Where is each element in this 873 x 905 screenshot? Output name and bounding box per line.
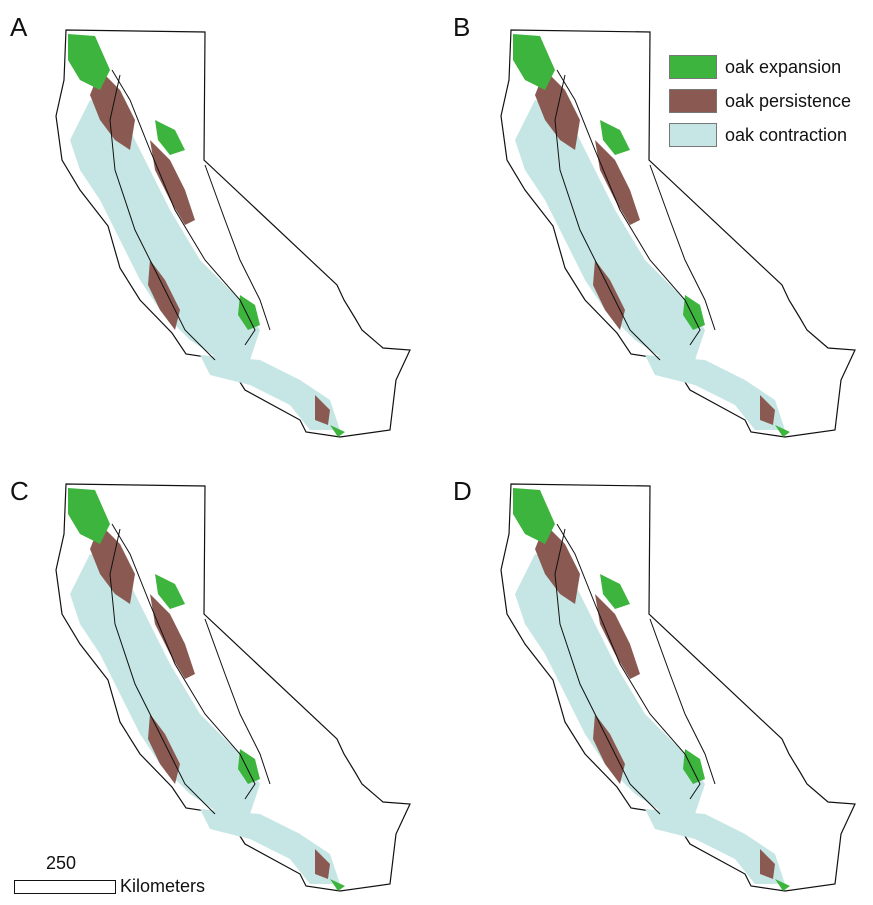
legend-swatch-persistence bbox=[669, 89, 717, 113]
panel-label-b: B bbox=[453, 12, 471, 42]
legend-label-expansion: oak expansion bbox=[725, 56, 842, 77]
california-map-c bbox=[55, 483, 411, 892]
legend-item-contraction: oak contraction bbox=[669, 118, 851, 152]
legend-swatch-expansion bbox=[669, 55, 717, 79]
panel-label-d: D bbox=[453, 476, 472, 506]
map-panel-b: B bbox=[445, 0, 873, 451]
legend-item-persistence: oak persistence bbox=[669, 84, 851, 118]
map-panel-c: C bbox=[0, 454, 436, 905]
legend-item-expansion: oak expansion bbox=[669, 50, 851, 84]
scale-bar-unit: Kilometers bbox=[120, 876, 206, 896]
legend: oak expansion oak persistence oak contra… bbox=[669, 50, 851, 152]
legend-label-persistence: oak persistence bbox=[725, 90, 852, 111]
legend-swatch-contraction bbox=[669, 123, 717, 147]
scale-bar-box bbox=[14, 880, 116, 894]
map-panel-a: A bbox=[0, 0, 436, 451]
legend-label-contraction: oak contraction bbox=[725, 124, 848, 145]
california-map-d bbox=[500, 483, 856, 892]
panel-label-c: C bbox=[10, 476, 29, 506]
map-panel-d: D bbox=[445, 454, 873, 905]
california-map-a bbox=[55, 29, 411, 438]
panel-label-a: A bbox=[10, 12, 28, 42]
scale-bar-value: 250 bbox=[46, 853, 77, 873]
